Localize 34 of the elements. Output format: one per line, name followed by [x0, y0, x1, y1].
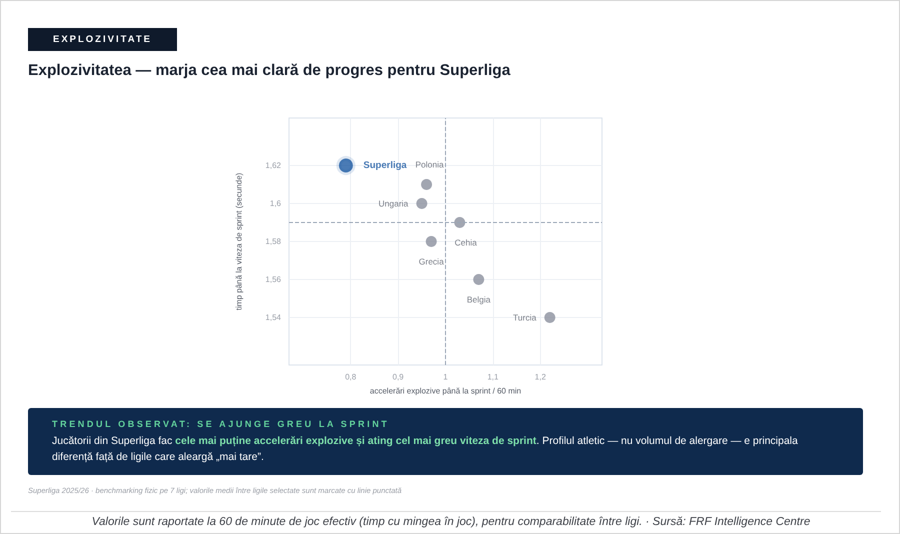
- y-axis-title: timp până la viteza de sprint (secunde): [234, 172, 244, 310]
- point: [426, 236, 437, 247]
- y-tick-label: 1,54: [265, 313, 282, 322]
- point: [454, 217, 466, 228]
- point: [421, 179, 432, 190]
- text: Jucătorii din Superliga fac: [52, 435, 174, 447]
- text: cele mai puține accelerări explozive și ating cel mai greu viteza de sprint: [175, 435, 536, 447]
- point: [473, 274, 484, 285]
- text: diferență față de ligile care aleargă „mai tare”.: [52, 451, 264, 463]
- x-tick-label: 1,2: [534, 372, 546, 382]
- point: [336, 156, 356, 175]
- series-label: Ungaria: [378, 198, 409, 208]
- text: EXPLOZIVITATE: [52, 34, 152, 45]
- series-label: Grecia: [418, 256, 444, 266]
- chart-title: Explozivitatea — marja cea mai clară de progres pentru Superliga: [28, 62, 510, 80]
- x-tick-label: 0,8: [345, 372, 357, 382]
- x-tick-label: 1,1: [487, 372, 500, 382]
- x-tick-label: 0,9: [392, 372, 404, 382]
- text: TRENDUL OBSERVAT: SE AJUNGE GREU LA SPRINT: [52, 419, 390, 429]
- x-tick-label: 1: [443, 372, 448, 382]
- series-label: Superliga: [363, 160, 408, 171]
- text: . Profilul atletic — nu volumul de alergare — e principala: [536, 435, 798, 447]
- y-tick-label: 1,56: [265, 275, 282, 284]
- point: [416, 198, 428, 209]
- text: Valorile sunt raportate la 60 de minute de joc efectiv (timp cu mingea în joc), pentru comparabilitate între ligi. · Sursă: FRF Intelligence Centre: [90, 516, 812, 528]
- series-label: Turcia: [513, 312, 537, 322]
- y-tick-label: 1,6: [270, 199, 282, 208]
- x-axis-title: accelerări explozive până la sprint / 60 min: [370, 386, 522, 396]
- point: [544, 312, 556, 323]
- series-label: Cehia: [454, 238, 478, 248]
- y-tick-label: 1,62: [265, 161, 282, 170]
- series-label: Polonia: [415, 160, 444, 170]
- series-label: Belgia: [466, 294, 491, 304]
- y-tick-label: 1,58: [265, 237, 282, 246]
